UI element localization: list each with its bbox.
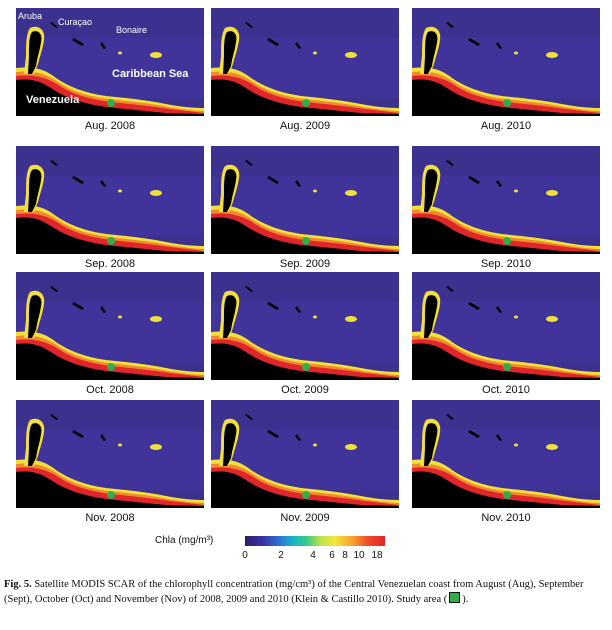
colorbar-tick: 6: [329, 550, 335, 561]
colorbar-tick: 2: [278, 550, 284, 561]
panel-label: Aug. 2009: [279, 120, 331, 132]
panel-label: Sep. 2009: [279, 258, 331, 270]
panel-label: Sep. 2008: [84, 258, 136, 270]
study-area-legend-icon: [449, 592, 461, 603]
place-label-bonaire: Bonaire: [116, 25, 148, 35]
panel-label: Nov. 2009: [280, 512, 330, 524]
chlorophyll-map: [16, 400, 204, 508]
chlorophyll-map: [412, 400, 600, 508]
chlorophyll-map: [412, 272, 600, 380]
panel-label: Aug. 2008: [84, 120, 136, 132]
panel-label: Oct. 2010: [482, 384, 530, 396]
place-label-land: Venezuela: [26, 94, 80, 106]
chlorophyll-map: [412, 8, 600, 116]
caption-suffix: ).: [462, 594, 469, 605]
colorbar-gradient: [245, 536, 385, 546]
chlorophyll-map: [16, 272, 204, 380]
colorbar-title: Chla (mg/m³): [155, 535, 214, 546]
panel-label: Oct. 2009: [281, 384, 329, 396]
colorbar-tick: 18: [371, 550, 383, 561]
chlorophyll-map: [412, 146, 600, 254]
figure-caption: Fig. 5. Satellite MODIS SCAR of the chlo…: [4, 578, 606, 607]
chlorophyll-map: [211, 400, 399, 508]
panel-label: Oct. 2008: [86, 384, 134, 396]
chlorophyll-map: [211, 272, 399, 380]
colorbar: Chla (mg/m³) 0 2 4 6 8 10 18: [155, 532, 465, 572]
chlorophyll-map: [211, 8, 399, 116]
caption-figure-number: Fig. 5.: [4, 579, 32, 590]
panel-label: Nov. 2010: [481, 512, 531, 524]
chlorophyll-map: [211, 146, 399, 254]
panel-label: Sep. 2010: [480, 258, 532, 270]
colorbar-ticks: 0 2 4 6 8 10 18: [242, 550, 395, 564]
place-label-aruba: Aruba: [18, 11, 43, 21]
colorbar-tick: 10: [353, 550, 365, 561]
caption-text: Satellite MODIS SCAR of the chlorophyll …: [4, 579, 584, 605]
colorbar-tick: 8: [342, 550, 348, 561]
place-label-curacao: Curaçao: [58, 17, 93, 27]
colorbar-tick: 0: [242, 550, 248, 561]
panel-label: Aug. 2010: [480, 120, 532, 132]
chlorophyll-map: [16, 146, 204, 254]
panel-label: Nov. 2008: [85, 512, 135, 524]
place-label-sea: Caribbean Sea: [112, 68, 189, 80]
colorbar-tick: 4: [310, 550, 316, 561]
